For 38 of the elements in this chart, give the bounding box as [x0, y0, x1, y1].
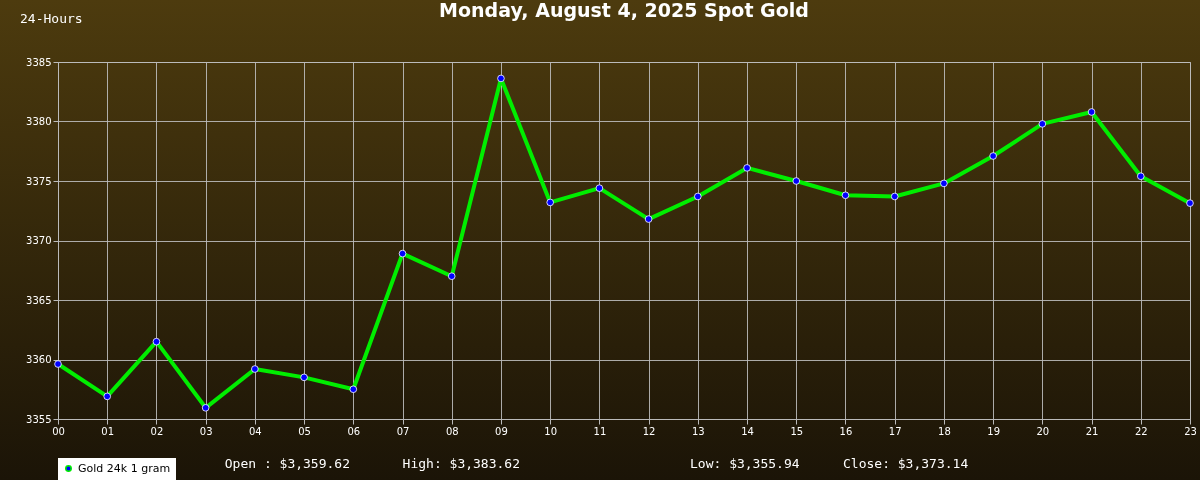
x-tick-label: 03 — [199, 425, 213, 437]
x-tick-label: 06 — [347, 425, 361, 437]
x-tick-label: 12 — [642, 425, 656, 437]
x-tick-label: 15 — [790, 425, 804, 437]
x-tick-label: 18 — [938, 425, 951, 437]
x-tick-label: 10 — [544, 425, 558, 437]
x-tick-label: 13 — [691, 425, 705, 437]
x-tick-label: 19 — [987, 425, 1000, 437]
x-tick-label: 07 — [396, 425, 410, 437]
x-tick-label: 17 — [888, 425, 902, 437]
text: Open : $3,359.62 — [224, 456, 350, 471]
y-tick-label: 3375 — [26, 175, 52, 187]
x-tick-label: 00 — [52, 425, 65, 437]
x-tick-label: 05 — [298, 425, 311, 437]
x-tick-label: 04 — [249, 425, 262, 437]
text: 24-Hours — [20, 11, 83, 26]
y-tick-label: 3360 — [26, 354, 52, 365]
x-tick-label: 01 — [101, 425, 115, 437]
text: High: $3,383.62 — [402, 456, 520, 471]
x-tick-label: 11 — [593, 425, 607, 437]
x-tick-label: 14 — [741, 425, 754, 437]
x-tick-label: 02 — [150, 425, 164, 437]
y-tick-label: 3370 — [26, 235, 52, 246]
x-tick-label: 08 — [445, 425, 459, 437]
y-tick-label: 3380 — [26, 116, 52, 127]
text: Low: $3,355.94 — [690, 456, 800, 471]
y-tick-label: 3355 — [26, 413, 52, 425]
x-tick-label: 09 — [495, 425, 508, 437]
x-tick-label: 23 — [1184, 425, 1197, 437]
x-tick-label: 16 — [839, 425, 853, 437]
text: Close: $3,373.14 — [843, 456, 969, 471]
x-tick-label: 20 — [1036, 425, 1050, 437]
x-tick-label: 22 — [1134, 425, 1148, 437]
y-tick-label: 3365 — [26, 294, 52, 306]
chart-title: Monday, August 4, 2025 Spot Gold — [439, 0, 809, 21]
legend-label: Gold 24k 1 gram — [78, 461, 171, 475]
y-tick-label: 3385 — [26, 56, 52, 68]
x-tick-label: 21 — [1085, 425, 1099, 437]
